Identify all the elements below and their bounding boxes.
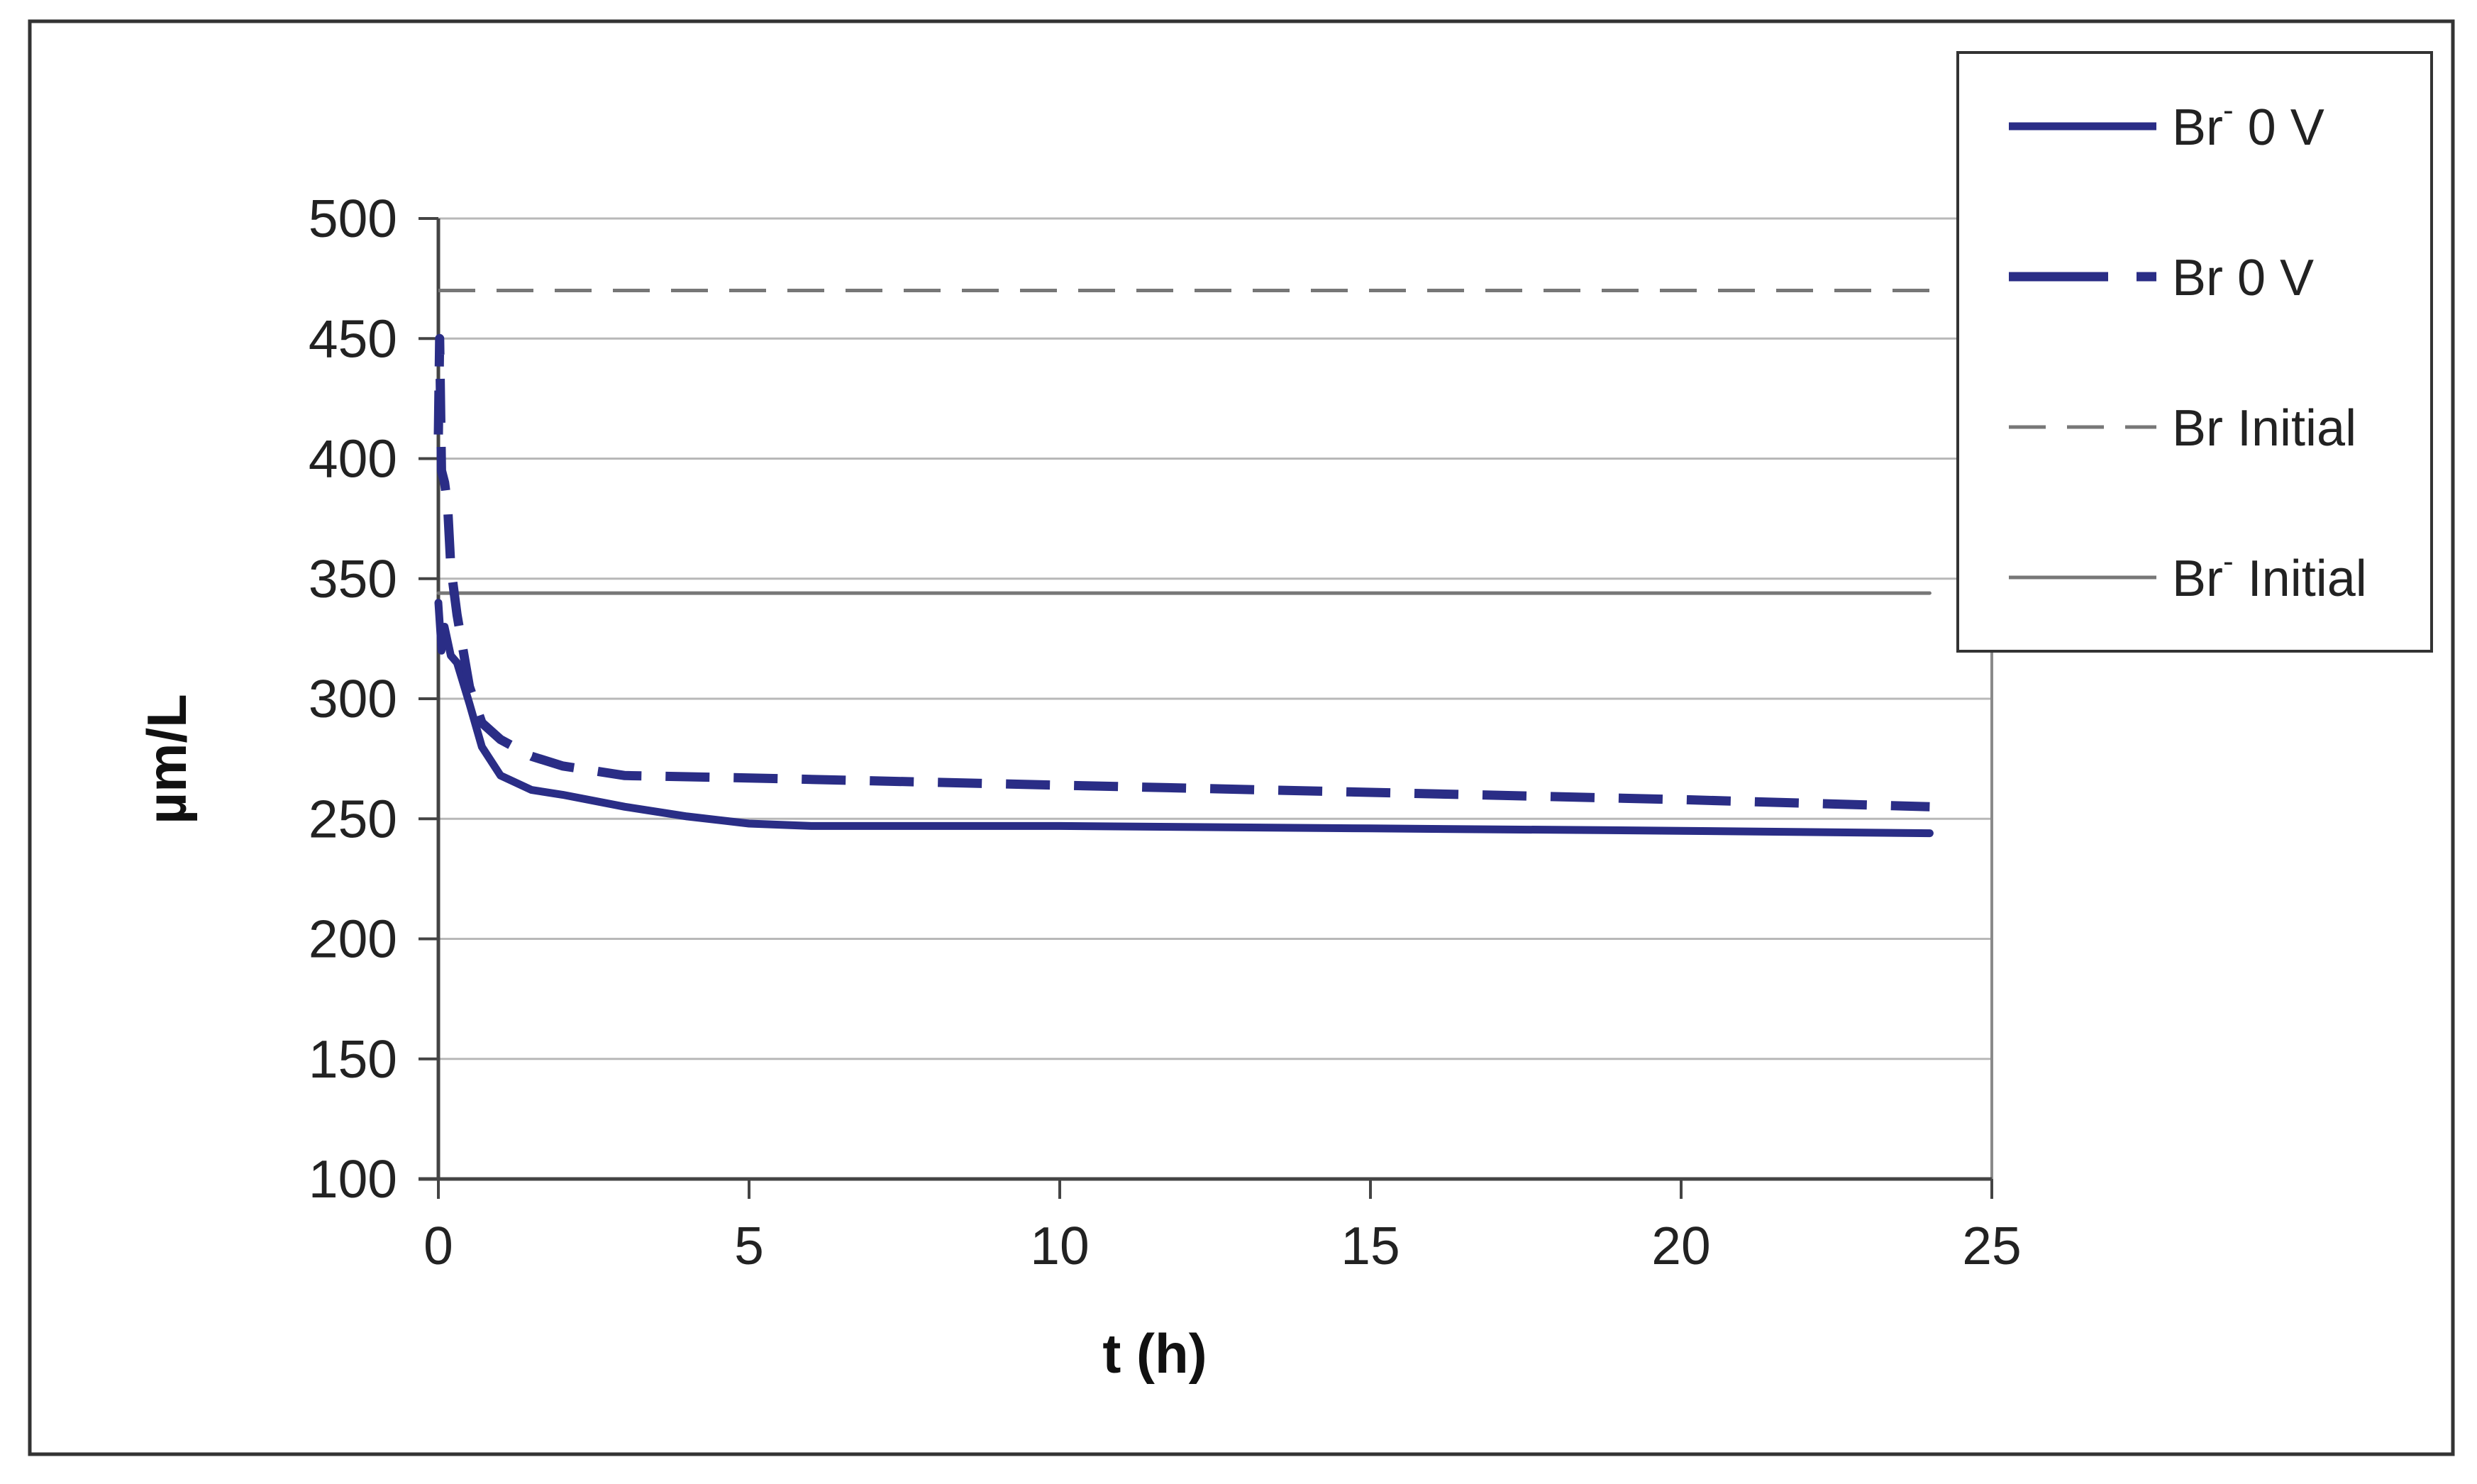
- legend-label-1: Br 0 V: [2172, 250, 2314, 306]
- y-axis-title: µm/L: [135, 694, 198, 824]
- y-tick-label-400: 400: [309, 429, 397, 489]
- x-tick-label-0: 0: [423, 1216, 453, 1275]
- y-tick-label-500: 500: [309, 189, 397, 248]
- series-lines: [433, 289, 1934, 838]
- x-tick-labels: 0 5 10 15 20 25: [423, 1216, 2022, 1275]
- legend-label-0: Br- 0 V: [2172, 93, 2324, 156]
- legend: Br- 0 V Br 0 V Br Initial Br- Initial: [1956, 51, 2433, 653]
- y-tick-label-350: 350: [309, 549, 397, 609]
- x-tick-label-15: 15: [1341, 1216, 1400, 1275]
- series-line-1: [433, 333, 1930, 812]
- x-tick-label-20: 20: [1651, 1216, 1710, 1275]
- y-tick-label-150: 150: [309, 1029, 397, 1089]
- y-tick-labels: 100 150 200 250 300 350 400 450 500: [309, 189, 397, 1209]
- y-tick-label-300: 300: [309, 669, 397, 729]
- y-tick-label-250: 250: [309, 789, 397, 848]
- y-tick-label-200: 200: [309, 909, 397, 969]
- legend-box: [1956, 51, 2433, 653]
- y-tick-label-100: 100: [309, 1149, 397, 1209]
- series-line-0: [434, 599, 1934, 838]
- grid: [438, 217, 1992, 1061]
- legend-label-3: Br- Initial: [2172, 544, 2367, 607]
- x-tick-label-10: 10: [1030, 1216, 1089, 1275]
- x-axis-title: t (h): [1102, 1322, 1207, 1385]
- x-tick-label-5: 5: [734, 1216, 764, 1275]
- legend-label-2: Br Initial: [2172, 400, 2356, 457]
- x-tick-label-25: 25: [1962, 1216, 2021, 1275]
- y-tick-label-450: 450: [309, 309, 397, 368]
